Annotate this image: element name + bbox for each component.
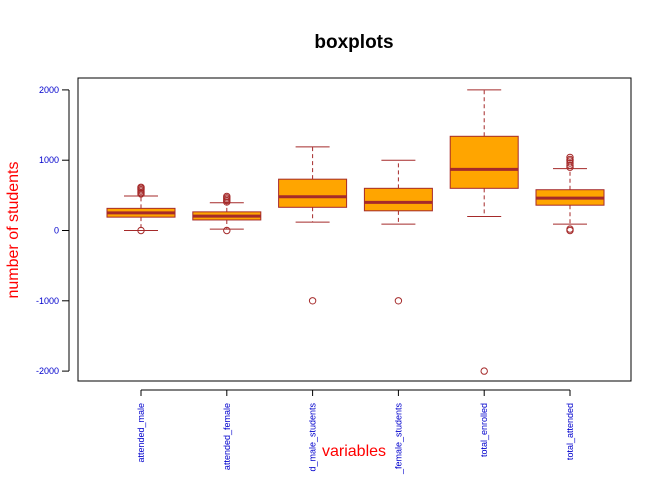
outlier-point xyxy=(394,297,403,305)
outlier-point xyxy=(566,161,574,169)
x-axis-label: variables xyxy=(322,443,386,460)
category-label: attended_male xyxy=(136,403,146,463)
outlier-point xyxy=(566,155,574,164)
category-label: d_male_students xyxy=(308,403,318,472)
y-tick-label: 2000 xyxy=(39,85,59,95)
outlier-point xyxy=(480,367,488,375)
category-label: attended_female xyxy=(222,403,232,470)
category-label: total_enrolled xyxy=(479,403,489,457)
category-label: _female_students xyxy=(393,403,403,476)
category-labels: attended_male attended_female d_male_stude… xyxy=(136,403,575,476)
iqr-box xyxy=(363,187,433,212)
box-attended_male xyxy=(106,183,176,235)
iqr-box xyxy=(449,135,519,189)
outlier-point xyxy=(137,183,145,191)
outlier-point xyxy=(137,226,145,235)
box-attended_female xyxy=(192,192,262,235)
outlier-point xyxy=(566,153,574,162)
y-tick-label: -2000 xyxy=(36,366,59,376)
box-d_male_students xyxy=(278,146,348,305)
boxes-group xyxy=(106,89,605,375)
outlier-point xyxy=(566,225,574,233)
y-tick-label: 1000 xyxy=(39,155,59,165)
y-tick-label: 0 xyxy=(54,226,59,236)
y-axis-ticks: -2000 -1000 0 1000 2000 xyxy=(36,85,69,376)
outlier-point xyxy=(308,297,317,305)
box-total_attended xyxy=(535,153,605,235)
y-axis-label: number of students xyxy=(5,162,22,299)
outlier-point xyxy=(223,192,231,201)
y-tick-label: -1000 xyxy=(36,296,59,306)
category-label: total_attended xyxy=(565,403,575,460)
box-total_enrolled xyxy=(449,89,519,375)
outlier-point xyxy=(223,226,231,235)
outlier-point xyxy=(566,159,574,167)
chart-title: boxplots xyxy=(314,32,393,53)
plot-frame xyxy=(77,77,632,382)
box-_female_students xyxy=(363,159,433,305)
x-axis-ticks xyxy=(140,389,571,396)
iqr-box xyxy=(278,178,348,208)
